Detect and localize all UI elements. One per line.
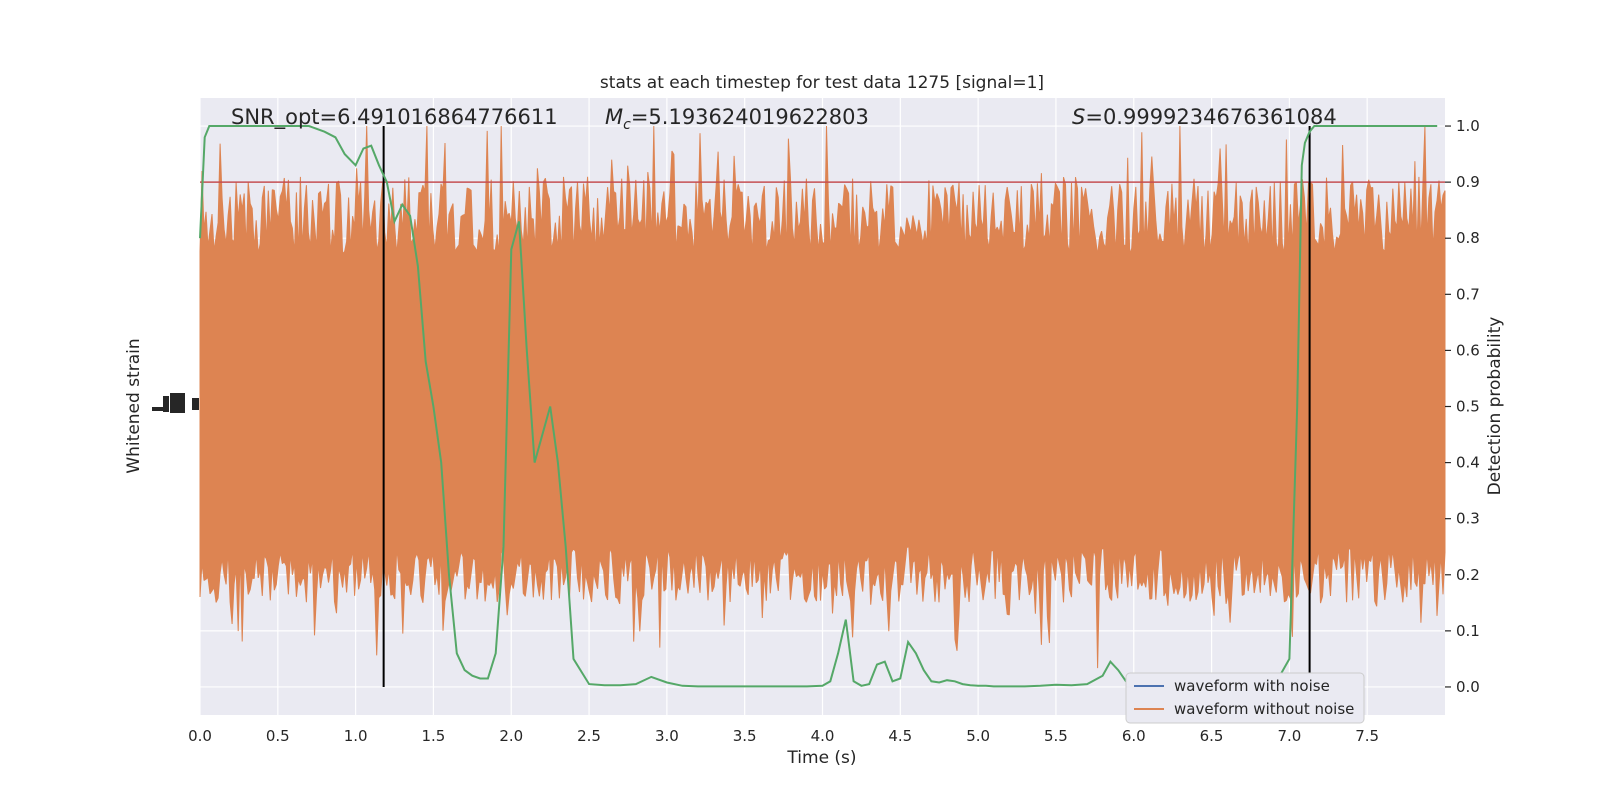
annotation-mc-value: =5.193624019622803 (631, 105, 869, 129)
x-tick-label: 1.0 (344, 727, 368, 745)
y-tick-label: 0.4 (1456, 454, 1480, 472)
y-axis-right-ticks: 0.0 0.1 0.2 0.3 0.4 0.5 0.6 0.7 0.8 0.9 1.0 (1445, 117, 1480, 696)
y-tick-label: 0.1 (1456, 622, 1480, 640)
x-tick-label: 0.5 (266, 727, 290, 745)
y-axis-right-label: Detection probability (1485, 317, 1505, 496)
left-tick-mark (192, 398, 199, 410)
x-axis-ticks: 0.0 0.5 1.0 1.5 2.0 2.5 3.0 3.5 4.0 4.5 5.0 5.5 6.0 6… (188, 727, 1379, 745)
x-tick-label: 2.5 (577, 727, 601, 745)
x-tick-label: 3.0 (655, 727, 679, 745)
legend-box (1125, 672, 1365, 724)
x-tick-label: 3.5 (733, 727, 757, 745)
legend-label-with-noise: waveform with noise (1174, 677, 1330, 695)
y-tick-label: 0.6 (1456, 341, 1480, 359)
y-tick-label: 0.2 (1456, 566, 1480, 584)
y-axis-left-label: Whitened strain (124, 338, 144, 473)
x-tick-label: 0.0 (188, 727, 212, 745)
x-tick-label: 6.0 (1122, 727, 1146, 745)
x-tick-label: 7.5 (1355, 727, 1379, 745)
annotation-s-value: =0.9999234676361084 (1085, 105, 1336, 129)
annotation-mc-subscript: c (623, 117, 631, 133)
y-tick-label: 0.7 (1456, 285, 1480, 303)
legend-label-without-noise: waveform without noise (1174, 700, 1354, 718)
y-tick-label: 0.0 (1456, 678, 1480, 696)
left-tick-clutter (152, 393, 199, 413)
annotation-snr: SNR_opt=6.491016864776611 (231, 105, 558, 130)
annotation-chirp-mass: Mc=5.193624019622803 (605, 105, 869, 133)
left-tick-mark (163, 396, 169, 412)
x-tick-label: 2.0 (499, 727, 523, 745)
x-tick-label: 4.0 (811, 727, 835, 745)
x-tick-label: 6.5 (1200, 727, 1224, 745)
x-tick-label: 5.0 (966, 727, 990, 745)
left-tick-mark (152, 407, 164, 411)
annotation-statistic: S=0.9999234676361084 (1072, 105, 1337, 129)
annotation-mc-symbol: M (605, 105, 623, 129)
left-tick-mark (177, 393, 185, 413)
x-tick-label: 1.5 (422, 727, 446, 745)
annotation-s-symbol: S (1072, 105, 1085, 129)
x-tick-label: 5.5 (1044, 727, 1068, 745)
y-tick-label: 1.0 (1456, 117, 1480, 135)
y-tick-label: 0.9 (1456, 173, 1480, 191)
y-tick-label: 0.3 (1456, 510, 1480, 528)
vertical-markers (382, 126, 1311, 687)
legend: waveform with noise waveform without noi… (1125, 672, 1365, 724)
y-tick-label: 0.5 (1456, 398, 1480, 416)
y-tick-label: 0.8 (1456, 229, 1480, 247)
left-tick-mark (170, 393, 177, 413)
x-tick-label: 7.0 (1277, 727, 1301, 745)
x-axis-label: Time (s) (786, 748, 856, 768)
x-tick-label: 4.5 (888, 727, 912, 745)
chart-title: stats at each timestep for test data 127… (600, 73, 1044, 93)
